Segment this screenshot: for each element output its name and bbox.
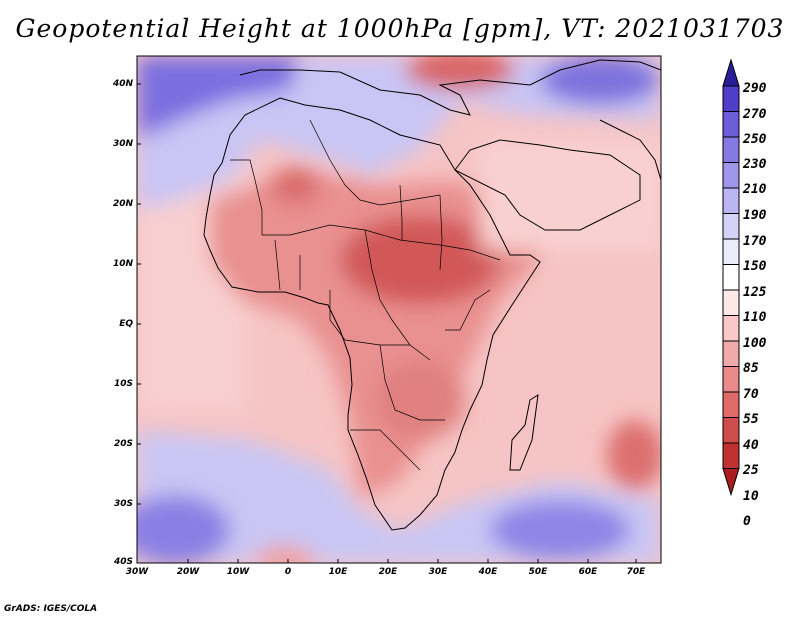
lon-label-20e: 20E	[378, 567, 398, 577]
colorbar-label: 85	[743, 361, 759, 376]
colorbar-label: 170	[743, 234, 767, 249]
axis-ticks	[137, 83, 637, 563]
sahel-high	[340, 215, 500, 305]
colorbar-swatch	[722, 187, 740, 214]
colorbar-label: 290	[743, 81, 767, 96]
indian-ocean-high	[607, 420, 661, 490]
lat-label-20s: 20S	[113, 439, 133, 449]
colorbar-label: 250	[743, 132, 767, 147]
sw-low	[137, 495, 230, 563]
colorbar-label: 125	[743, 285, 767, 300]
lon-label-50e: 50E	[528, 567, 548, 577]
colorbar-label: 55	[743, 412, 759, 427]
grads-credit: GrADS: IGES/COLA	[4, 604, 98, 614]
colorbar-top-arrow	[722, 58, 740, 87]
lon-label-0: 0	[284, 567, 292, 577]
colorbar-bottom-arrow	[722, 468, 740, 497]
lon-label-70e: 70E	[626, 567, 646, 577]
colorbar-label: 0	[743, 514, 751, 529]
colorbar-swatch	[722, 315, 740, 342]
colorbar-swatch	[722, 442, 740, 469]
med-high	[405, 56, 515, 90]
colorbar-swatch	[722, 111, 740, 138]
colorbar-label: 110	[743, 310, 767, 325]
lat-label-30s: 30S	[113, 499, 133, 509]
se-low	[490, 500, 630, 560]
colorbar-swatch	[722, 417, 740, 444]
sahara-high	[270, 167, 320, 203]
colorbar-swatch	[722, 85, 740, 112]
lon-label-40e: 40E	[478, 567, 498, 577]
plot-frame	[136, 55, 662, 564]
colorbar-swatch	[722, 136, 740, 163]
lon-label-20w: 20W	[176, 567, 200, 577]
lat-label-40n: 40N	[112, 79, 133, 89]
colorbar-label: 10	[743, 489, 759, 504]
coastlines	[203, 59, 661, 531]
lat-label-40s: 40S	[113, 557, 133, 567]
lon-label-30w: 30W	[125, 567, 149, 577]
ne-low	[540, 56, 660, 105]
northern-band	[137, 56, 661, 210]
south-pink-patch	[255, 546, 315, 563]
lat-label-10n: 10N	[112, 259, 133, 269]
lon-label-60e: 60E	[578, 567, 598, 577]
lon-label-10w: 10W	[226, 567, 250, 577]
colorbar-label: 210	[743, 182, 767, 197]
colorbar-swatch	[722, 238, 740, 265]
colorbar-label: 190	[743, 208, 767, 223]
height-field	[137, 56, 661, 563]
lat-label-10s: 10S	[113, 379, 133, 389]
colorbar-label: 150	[743, 259, 767, 274]
colorbar-label: 230	[743, 157, 767, 172]
colorbar-swatch	[722, 264, 740, 291]
colorbar-label: 70	[743, 387, 759, 402]
colorbar-swatch	[722, 340, 740, 367]
south-high	[375, 360, 465, 440]
map-title: Geopotential Height at 1000hPa [gpm], VT…	[15, 14, 785, 43]
colorbar-label: 25	[743, 463, 759, 478]
colorbar-swatch	[722, 162, 740, 189]
colorbar	[722, 58, 740, 497]
lat-label-30n: 30N	[112, 139, 133, 149]
colorbar-swatch	[722, 289, 740, 316]
lat-label-eq: EQ	[119, 319, 133, 329]
colorbar-label: 40	[743, 438, 759, 453]
colorbar-label: 270	[743, 107, 767, 122]
country-borders	[230, 119, 501, 471]
lat-label-20n: 20N	[112, 199, 133, 209]
arabia-field	[480, 140, 661, 250]
lon-label-30e: 30E	[428, 567, 448, 577]
colorbar-swatch	[722, 213, 740, 240]
lon-label-10e: 10E	[328, 567, 348, 577]
colorbar-swatch	[722, 366, 740, 393]
nw-low	[137, 56, 300, 140]
colorbar-label: 100	[743, 336, 767, 351]
colorbar-swatch	[722, 391, 740, 418]
